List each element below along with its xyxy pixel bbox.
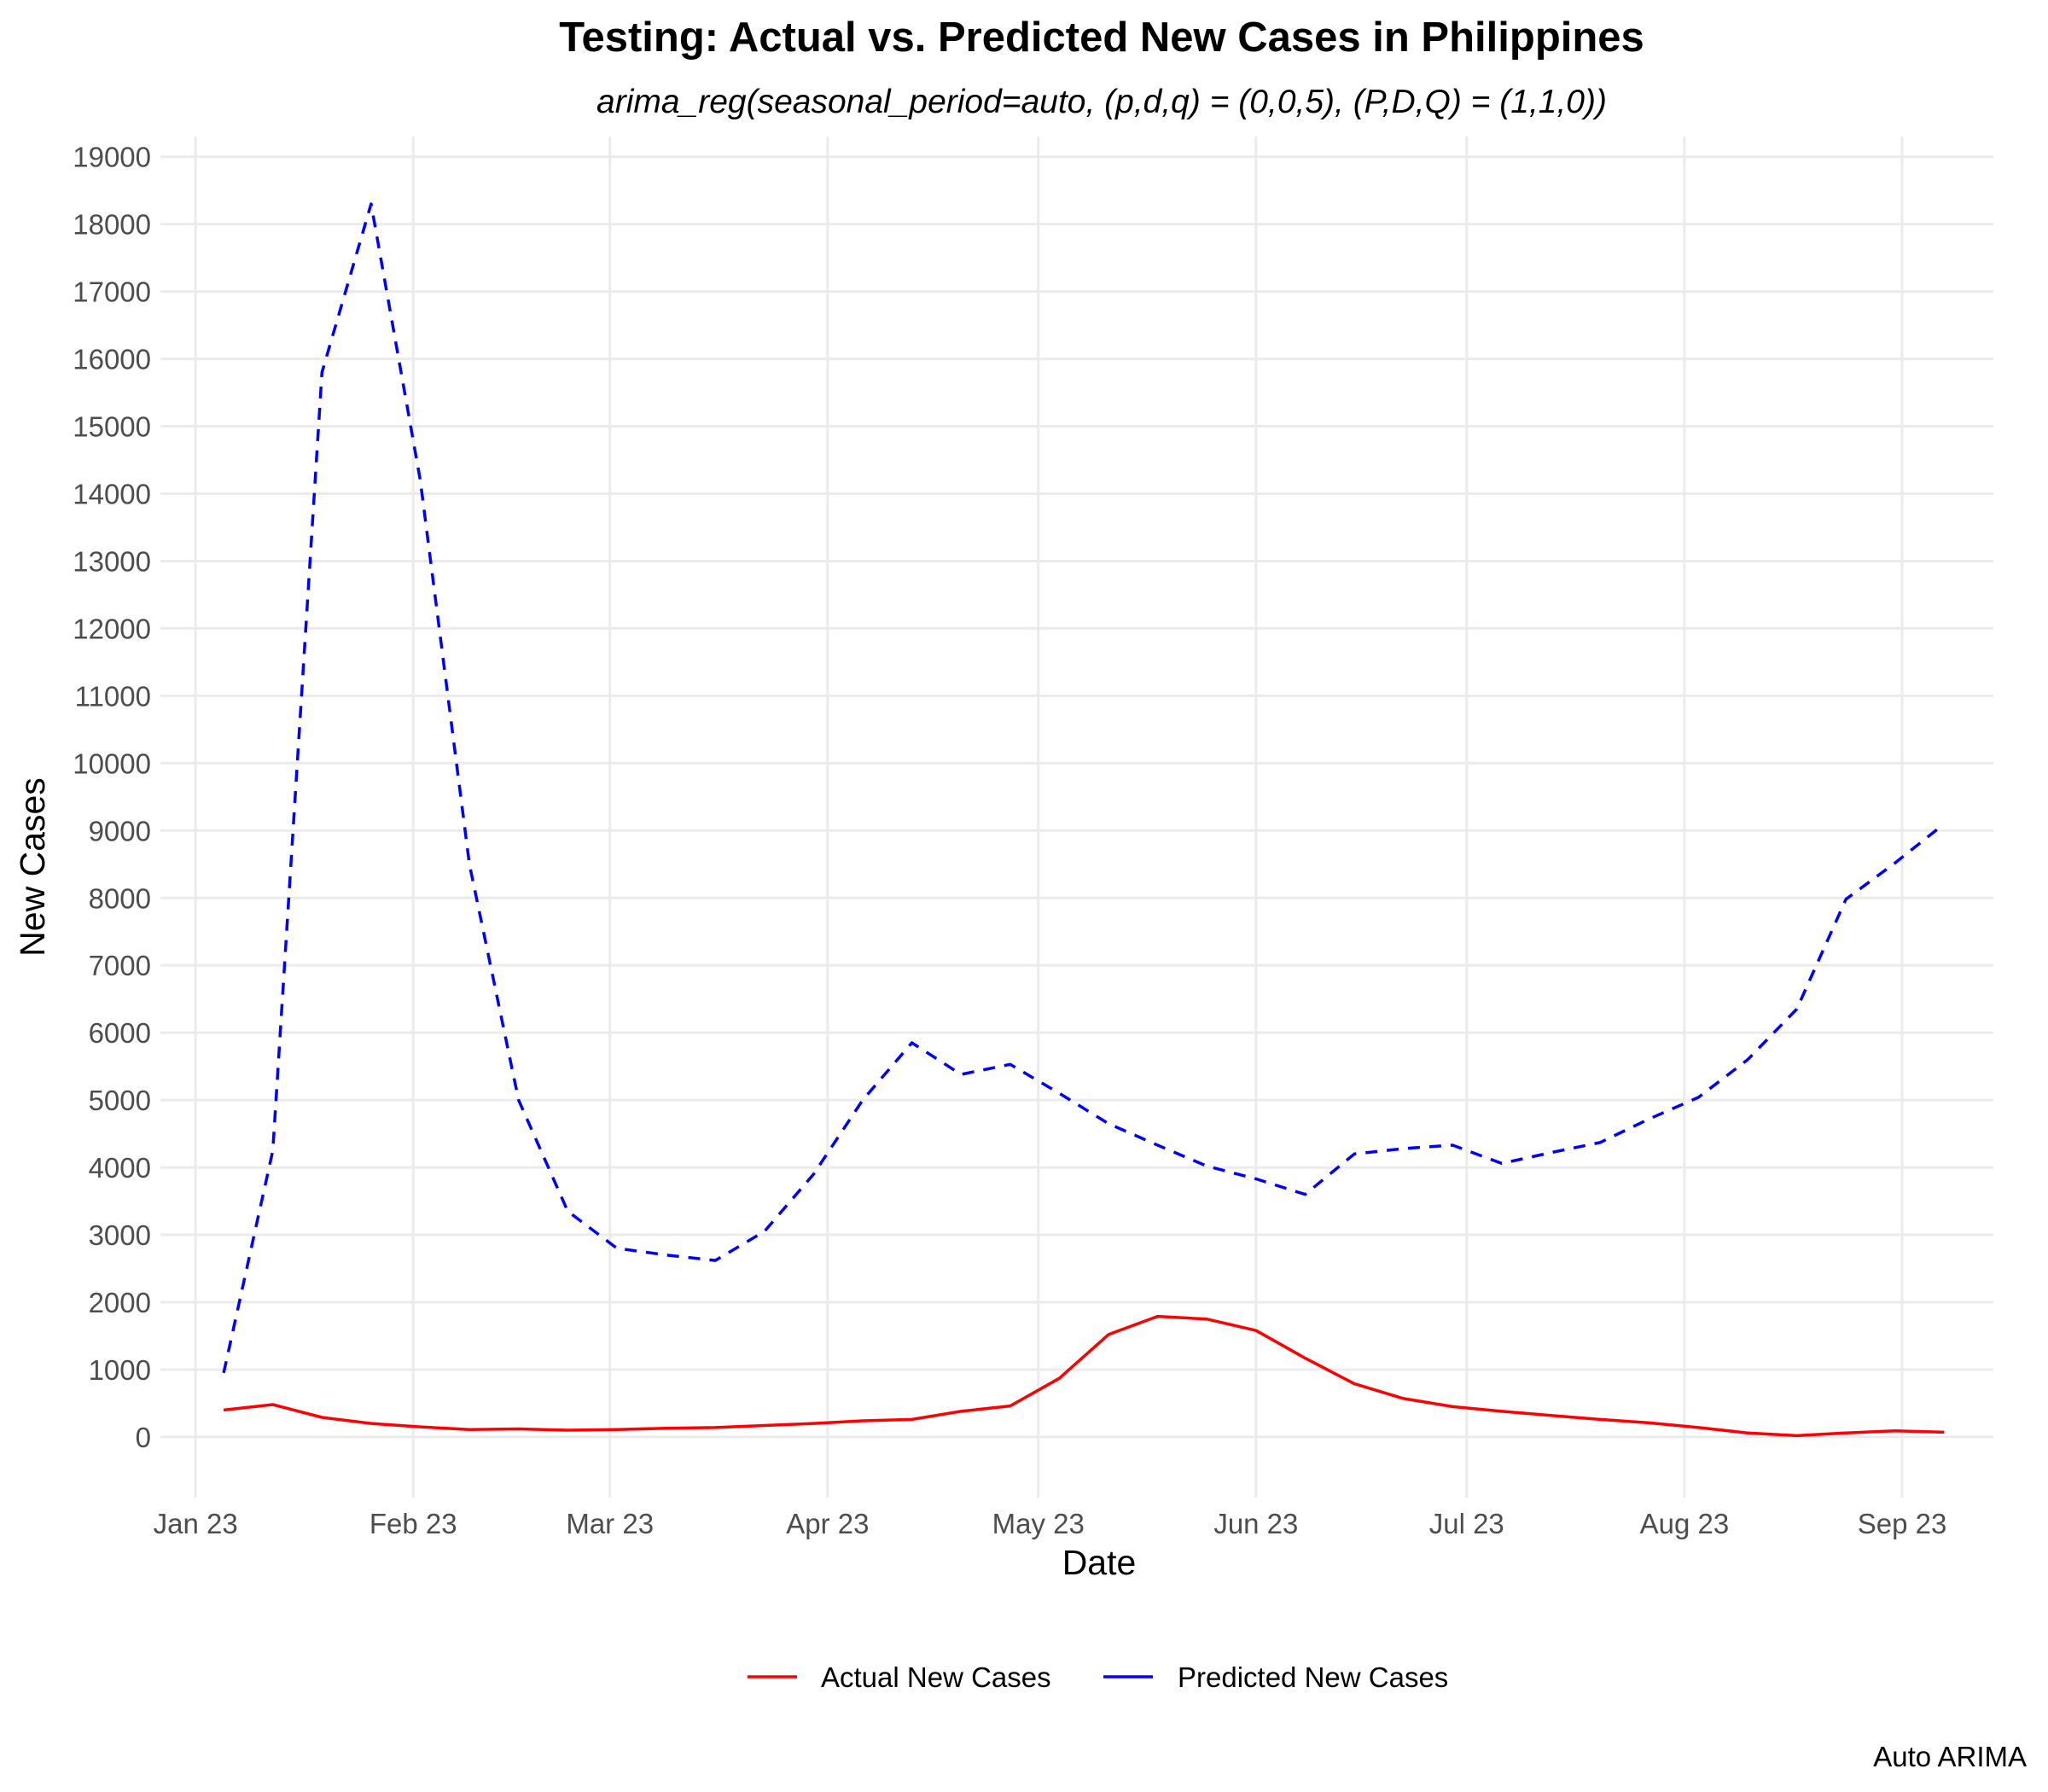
x-tick-label: Apr 23	[786, 1508, 869, 1539]
y-tick-label: 12000	[73, 613, 151, 644]
y-tick-label: 17000	[73, 276, 151, 308]
y-tick-label: 1000	[89, 1354, 151, 1386]
x-gridlines	[194, 137, 1904, 1498]
y-tick-label: 10000	[73, 748, 151, 779]
x-tick-label: May 23	[992, 1508, 1085, 1539]
predicted-series-line	[222, 202, 1946, 1374]
x-tick-label: Feb 23	[369, 1508, 457, 1539]
x-tick-label: Sep 23	[1858, 1508, 1947, 1539]
y-tick-label: 7000	[89, 950, 151, 981]
legend-label-predicted: Predicted New Cases	[1178, 1661, 1448, 1693]
y-tick-label: 9000	[89, 815, 151, 847]
actual-series-line	[223, 1314, 1945, 1438]
chart-subtitle: arima_reg(seasonal_period=auto, (p,d,q) …	[596, 84, 1607, 120]
legend-label-actual: Actual New Cases	[821, 1661, 1051, 1693]
x-tick-label: Jul 23	[1429, 1508, 1504, 1539]
y-tick-label: 11000	[75, 680, 151, 712]
x-axis-title: Date	[1062, 1543, 1137, 1582]
legend: Actual New Cases Predicted New Cases	[748, 1661, 1448, 1693]
x-tick-label: Aug 23	[1640, 1508, 1730, 1539]
x-tick-label: Jun 23	[1213, 1508, 1298, 1539]
series-lines	[222, 202, 1946, 1438]
y-tick-label: 13000	[73, 545, 151, 577]
y-tick-label: 14000	[73, 478, 151, 509]
y-tick-label: 19000	[73, 142, 151, 173]
x-tick-label: Mar 23	[566, 1508, 654, 1539]
y-tick-label: 16000	[73, 344, 151, 375]
y-tick-label: 6000	[89, 1017, 151, 1049]
chart-title: Testing: Actual vs. Predicted New Cases …	[559, 15, 1644, 61]
y-tick-label: 5000	[89, 1085, 151, 1116]
y-tick-label: 4000	[89, 1152, 151, 1184]
y-tick-label: 2000	[89, 1287, 151, 1318]
y-tick-labels: 0 1000 2000 3000 4000 5000 6000 7000 8000 9000 100…	[73, 142, 151, 1453]
x-tick-label: Jan 23	[154, 1508, 238, 1539]
y-tick-label: 3000	[89, 1219, 151, 1251]
x-tick-labels: Jan 23 Feb 23 Mar 23 Apr 23 May 23 Jun 23 Jul …	[154, 1508, 1947, 1539]
chart-caption: Auto ARIMA	[1873, 1741, 2027, 1772]
y-tick-label: 15000	[73, 411, 151, 443]
y-tick-label: 8000	[89, 882, 151, 914]
y-tick-label: 18000	[73, 209, 151, 241]
y-gridlines	[160, 155, 1993, 1439]
y-tick-label: 0	[136, 1422, 151, 1453]
y-axis-title: New Cases	[13, 777, 52, 957]
